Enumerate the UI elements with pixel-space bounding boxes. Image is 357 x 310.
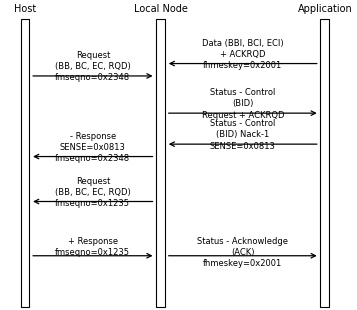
Text: + Response
fmseqno=0x1235: + Response fmseqno=0x1235 (55, 237, 130, 257)
FancyBboxPatch shape (156, 19, 165, 307)
Text: Application: Application (297, 4, 352, 14)
Text: Data (BBI, BCI, ECI)
+ ACKRQD
fhmeskey=0x2001: Data (BBI, BCI, ECI) + ACKRQD fhmeskey=0… (202, 39, 283, 70)
Text: Request
(BB, BC, EC, RQD)
fmseqno=0x1235: Request (BB, BC, EC, RQD) fmseqno=0x1235 (55, 177, 131, 208)
FancyBboxPatch shape (321, 19, 330, 307)
Text: - Response
SENSE=0x0813
fmseqno=0x2348: - Response SENSE=0x0813 fmseqno=0x2348 (55, 132, 130, 163)
Text: Status - Control
(BID) Nack-1
SENSE=0x0813: Status - Control (BID) Nack-1 SENSE=0x08… (210, 119, 276, 151)
Text: Host: Host (14, 4, 36, 14)
Text: Request
(BB, BC, EC, RQD)
fmseqno=0x2348: Request (BB, BC, EC, RQD) fmseqno=0x2348 (55, 51, 131, 82)
Text: Status - Acknowledge
(ACK)
fhmeskey=0x2001: Status - Acknowledge (ACK) fhmeskey=0x20… (197, 237, 288, 268)
Text: Local Node: Local Node (134, 4, 187, 14)
Text: Status - Control
(BID)
Request + ACKRQD: Status - Control (BID) Request + ACKRQD (201, 88, 284, 120)
FancyBboxPatch shape (21, 19, 30, 307)
